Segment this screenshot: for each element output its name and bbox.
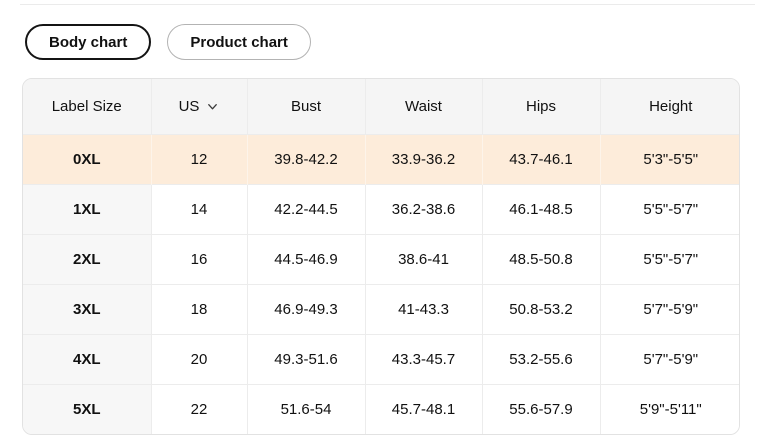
measurement-cell: 49.3-51.6 [247, 334, 366, 385]
column-header-hips: Hips [482, 79, 601, 135]
measurement-cell: 33.9-36.2 [365, 134, 483, 185]
measurement-cell: 14 [151, 184, 248, 235]
label-size-cell: 2XL [23, 234, 152, 285]
column-header-us[interactable]: US [151, 79, 248, 135]
chevron-down-icon [208, 103, 218, 110]
measurement-cell: 46.1-48.5 [482, 184, 601, 235]
measurement-cell: 5'5"-5'7" [600, 184, 739, 235]
measurement-cell: 5'9"-5'11" [600, 384, 739, 434]
measurement-cell: 5'7"-5'9" [600, 334, 739, 385]
measurement-cell: 36.2-38.6 [365, 184, 483, 235]
measurement-cell: 46.9-49.3 [247, 284, 366, 335]
chart-tabs: Body chart Product chart [25, 24, 311, 60]
table-row[interactable]: 4XL 20 49.3-51.6 43.3-45.7 53.2-55.6 5'7"-5'9… [23, 334, 739, 385]
label-size-cell: 1XL [23, 184, 152, 235]
table-row[interactable]: 3XL 18 46.9-49.3 41-43.3 50.8-53.2 5'7"-5'9" [23, 284, 739, 335]
measurement-cell: 39.8-42.2 [247, 134, 366, 185]
measurement-cell: 43.3-45.7 [365, 334, 483, 385]
measurement-cell: 51.6-54 [247, 384, 366, 434]
size-table: Label Size US Bust Waist Hips Height [23, 79, 739, 434]
label-size-cell: 5XL [23, 384, 152, 434]
measurement-cell: 50.8-53.2 [482, 284, 601, 335]
measurement-cell: 41-43.3 [365, 284, 483, 335]
measurement-cell: 45.7-48.1 [365, 384, 483, 434]
column-header-us-label: US [178, 98, 200, 115]
tab-product-chart[interactable]: Product chart [167, 24, 311, 60]
measurement-cell: 38.6-41 [365, 234, 483, 285]
table-row[interactable]: 5XL 22 51.6-54 45.7-48.1 55.6-57.9 5'9"-5'11" [23, 384, 739, 434]
measurement-cell: 42.2-44.5 [247, 184, 366, 235]
table-row[interactable]: 0XL 12 39.8-42.2 33.9-36.2 43.7-46.1 5'3"-5'5… [23, 134, 739, 185]
column-header-waist: Waist [365, 79, 483, 135]
size-table-container: Label Size US Bust Waist Hips Height [22, 78, 740, 435]
measurement-cell: 5'3"-5'5" [600, 134, 739, 185]
table-row[interactable]: 1XL 14 42.2-44.5 36.2-38.6 46.1-48.5 5'5"-5'7… [23, 184, 739, 235]
tab-body-chart[interactable]: Body chart [25, 24, 152, 60]
label-size-cell: 0XL [23, 134, 152, 185]
table-header-row: Label Size US Bust Waist Hips Height [23, 79, 739, 135]
column-header-height: Height [600, 79, 739, 135]
measurement-cell: 44.5-46.9 [247, 234, 366, 285]
label-size-cell: 3XL [23, 284, 152, 335]
top-divider [20, 4, 755, 5]
table-row[interactable]: 2XL 16 44.5-46.9 38.6-41 48.5-50.8 5'5"-5'7" [23, 234, 739, 285]
measurement-cell: 20 [151, 334, 248, 385]
label-size-cell: 4XL [23, 334, 152, 385]
measurement-cell: 18 [151, 284, 248, 335]
measurement-cell: 16 [151, 234, 248, 285]
measurement-cell: 22 [151, 384, 248, 434]
measurement-cell: 48.5-50.8 [482, 234, 601, 285]
measurement-cell: 55.6-57.9 [482, 384, 601, 434]
column-header-label-size: Label Size [23, 79, 152, 135]
measurement-cell: 43.7-46.1 [482, 134, 601, 185]
measurement-cell: 53.2-55.6 [482, 334, 601, 385]
measurement-cell: 5'7"-5'9" [600, 284, 739, 335]
column-header-bust: Bust [247, 79, 366, 135]
measurement-cell: 5'5"-5'7" [600, 234, 739, 285]
measurement-cell: 12 [151, 134, 248, 185]
